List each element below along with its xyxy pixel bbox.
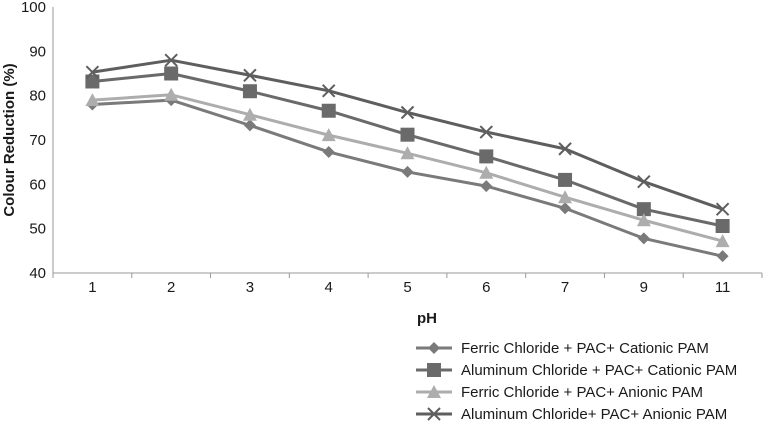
x-tick-label: 6 xyxy=(482,279,490,296)
legend-marker xyxy=(427,407,441,421)
series-layer xyxy=(85,53,730,263)
data-point xyxy=(479,165,494,179)
data-point xyxy=(716,250,729,263)
data-point xyxy=(321,103,336,118)
legend-label: Aluminum Chloride + PAC+ Cationic PAM xyxy=(461,362,737,379)
data-point xyxy=(322,145,335,158)
y-tick-label: 100 xyxy=(21,0,46,16)
series-4 xyxy=(85,53,730,216)
data-point xyxy=(401,165,414,178)
x-tick-label: 3 xyxy=(246,279,254,296)
legend-item: Aluminum Chloride+ PAC+ Anionic PAM xyxy=(416,406,727,423)
x-tick-label: 1 xyxy=(88,279,96,296)
y-tick-label: 90 xyxy=(29,43,46,60)
data-point xyxy=(715,219,730,234)
data-point xyxy=(85,93,100,107)
data-point xyxy=(559,202,572,215)
axes: 40 50 60 70 80 90 100 1 2 3 4 5 6 7 9 11 xyxy=(21,0,763,296)
x-tick-label: 4 xyxy=(325,279,333,296)
legend-label: Ferric Chloride + PAC+ Anionic PAM xyxy=(461,384,703,401)
legend-item: Aluminum Chloride + PAC+ Cationic PAM xyxy=(416,362,737,379)
y-tick-labels: 40 50 60 70 80 90 100 xyxy=(21,0,46,282)
y-axis-title: Colour Reduction (%) xyxy=(1,63,18,216)
data-point xyxy=(322,84,336,98)
y-tick-label: 40 xyxy=(29,265,46,282)
y-tick-label: 70 xyxy=(29,132,46,149)
legend: Ferric Chloride + PAC+ Cationic PAM Alumi… xyxy=(416,340,737,423)
legend-marker xyxy=(427,385,441,398)
data-point xyxy=(480,180,493,193)
data-point xyxy=(558,190,573,204)
series-line xyxy=(92,98,723,258)
x-tick-labels: 1 2 3 4 5 6 7 9 11 xyxy=(52,273,763,296)
x-tick-label: 9 xyxy=(640,279,648,296)
legend-marker xyxy=(428,342,440,354)
data-point xyxy=(243,119,256,132)
data-point xyxy=(321,128,336,142)
x-tick-label: 2 xyxy=(167,279,175,296)
data-point xyxy=(400,105,415,120)
data-point xyxy=(164,53,178,67)
data-point xyxy=(242,107,257,121)
y-tick-label: 80 xyxy=(29,88,46,105)
data-point xyxy=(636,202,651,217)
x-tick-label: 7 xyxy=(561,279,569,296)
series-2 xyxy=(85,66,730,234)
data-point xyxy=(400,146,415,160)
legend-label: Ferric Chloride + PAC+ Cationic PAM xyxy=(461,340,709,357)
legend-label: Aluminum Chloride+ PAC+ Anionic PAM xyxy=(461,406,727,423)
data-point xyxy=(637,174,651,189)
x-axis-title: pH xyxy=(417,310,437,327)
data-point xyxy=(715,202,730,216)
data-point xyxy=(479,125,493,139)
data-point xyxy=(558,172,573,187)
data-point xyxy=(242,84,257,99)
legend-item: Ferric Chloride + PAC+ Anionic PAM xyxy=(416,384,703,401)
x-tick-label: 11 xyxy=(715,279,731,296)
y-tick-label: 60 xyxy=(29,176,46,193)
data-point xyxy=(637,232,650,245)
data-point xyxy=(479,149,494,164)
data-point xyxy=(85,74,100,89)
data-point xyxy=(636,213,651,227)
data-point xyxy=(400,127,415,142)
y-tick-label: 50 xyxy=(29,221,46,238)
data-point xyxy=(715,234,730,248)
data-point xyxy=(164,87,179,101)
data-point xyxy=(243,68,257,82)
data-point xyxy=(164,66,179,81)
legend-item: Ferric Chloride + PAC+ Cationic PAM xyxy=(416,340,709,357)
x-tick-label: 5 xyxy=(403,279,411,296)
legend-marker xyxy=(427,363,441,377)
series-3 xyxy=(85,87,730,248)
data-point xyxy=(558,142,572,156)
data-point xyxy=(85,65,100,79)
